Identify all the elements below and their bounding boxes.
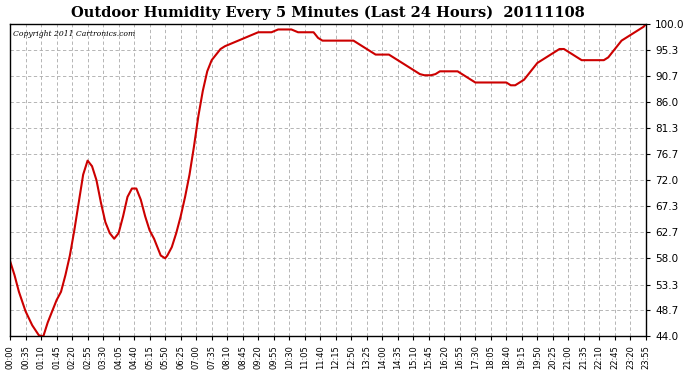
Title: Outdoor Humidity Every 5 Minutes (Last 24 Hours)  20111108: Outdoor Humidity Every 5 Minutes (Last 2… [71, 6, 585, 20]
Text: Copyright 2011 Cartronics.com: Copyright 2011 Cartronics.com [12, 30, 135, 38]
